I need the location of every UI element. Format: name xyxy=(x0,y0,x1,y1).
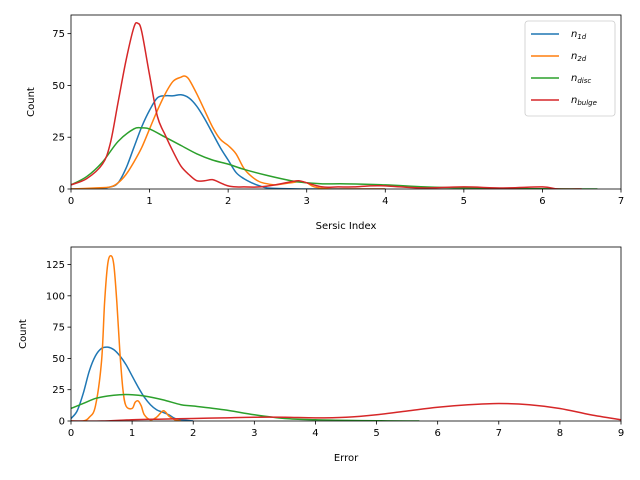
x-tick-label: 7 xyxy=(496,428,502,439)
svg-text:ndisc: ndisc xyxy=(571,73,591,85)
error-panel: 0 1 2 3 4 5 6 7 8 9 0 25 50 75 100 125 Error Count xyxy=(18,246,624,464)
y-ticks: 0 25 50 75 xyxy=(52,29,71,196)
y-tick-label: 75 xyxy=(52,323,65,334)
legend-box xyxy=(524,20,616,117)
series-layer xyxy=(71,255,621,421)
x-tick-label: 0 xyxy=(68,196,74,207)
y-tick-label: 50 xyxy=(52,354,65,365)
x-axis-label: Sersic Index xyxy=(316,221,377,232)
series-line-ndisc xyxy=(71,126,598,189)
legend-sub-ndisc: disc xyxy=(577,77,591,85)
legend-entry-n1d: n1d xyxy=(531,29,587,41)
x-tick-label: 1 xyxy=(129,428,135,439)
y-axis-label: Count xyxy=(18,319,29,349)
legend-base-n2d: n xyxy=(571,51,577,62)
x-tick-label: 9 xyxy=(618,428,624,439)
x-tick-label: 8 xyxy=(557,428,563,439)
legend-sub-n2d: 2d xyxy=(577,55,586,63)
svg-text:n1d: n1d xyxy=(571,29,587,41)
x-tick-label: 3 xyxy=(304,196,310,207)
x-tick-label: 6 xyxy=(539,196,545,207)
series-line-ndisc xyxy=(71,393,420,421)
series-layer xyxy=(71,21,598,189)
series-line-n2d xyxy=(71,255,182,421)
y-tick-label: 100 xyxy=(46,291,65,302)
legend-sub-n1d: 1d xyxy=(577,33,586,41)
axes-frame xyxy=(70,246,622,422)
x-tick-label: 5 xyxy=(461,196,467,207)
y-tick-label: 0 xyxy=(59,417,65,428)
x-tick-label: 5 xyxy=(373,428,379,439)
y-tick-label: 75 xyxy=(52,29,65,40)
legend-sub-nbulge: bulge xyxy=(577,99,597,107)
svg-text:nbulge: nbulge xyxy=(571,95,597,107)
y-axis-label: Count xyxy=(26,87,37,117)
x-tick-label: 2 xyxy=(190,428,196,439)
legend-entry-nbulge: nbulge xyxy=(531,95,597,107)
x-ticks: 0 1 2 3 4 5 6 7 xyxy=(68,189,624,207)
y-ticks: 0 25 50 75 100 125 xyxy=(46,260,71,428)
legend-entry-ndisc: ndisc xyxy=(531,73,591,85)
series-line-nbulge xyxy=(71,21,582,189)
series-line-nbulge xyxy=(71,402,621,421)
x-axis-label: Error xyxy=(334,453,359,464)
legend-base-ndisc: n xyxy=(571,73,577,84)
legend-base-nbulge: n xyxy=(571,95,577,106)
x-tick-label: 7 xyxy=(618,196,624,207)
y-tick-label: 25 xyxy=(52,133,65,144)
axes-frame xyxy=(70,14,622,190)
x-tick-label: 1 xyxy=(146,196,152,207)
y-tick-label: 0 xyxy=(59,185,65,196)
x-ticks: 0 1 2 3 4 5 6 7 8 9 xyxy=(68,421,624,439)
svg-text:n2d: n2d xyxy=(571,51,587,63)
y-tick-label: 125 xyxy=(46,260,65,271)
x-tick-label: 4 xyxy=(382,196,388,207)
legend-entry-n2d: n2d xyxy=(531,51,587,63)
series-line-n1d xyxy=(71,93,386,189)
y-tick-label: 25 xyxy=(52,385,65,396)
x-tick-label: 6 xyxy=(434,428,440,439)
legend-base-n1d: n xyxy=(571,29,577,40)
y-tick-label: 50 xyxy=(52,81,65,92)
x-tick-label: 3 xyxy=(251,428,257,439)
sersic-index-panel: 0 1 2 3 4 5 6 7 0 25 50 75 Sersic Index Count n1d … xyxy=(26,14,624,232)
legend: n1d n2d ndisc nbulge xyxy=(524,20,616,117)
x-tick-label: 4 xyxy=(312,428,318,439)
x-tick-label: 0 xyxy=(68,428,74,439)
x-tick-label: 2 xyxy=(225,196,231,207)
